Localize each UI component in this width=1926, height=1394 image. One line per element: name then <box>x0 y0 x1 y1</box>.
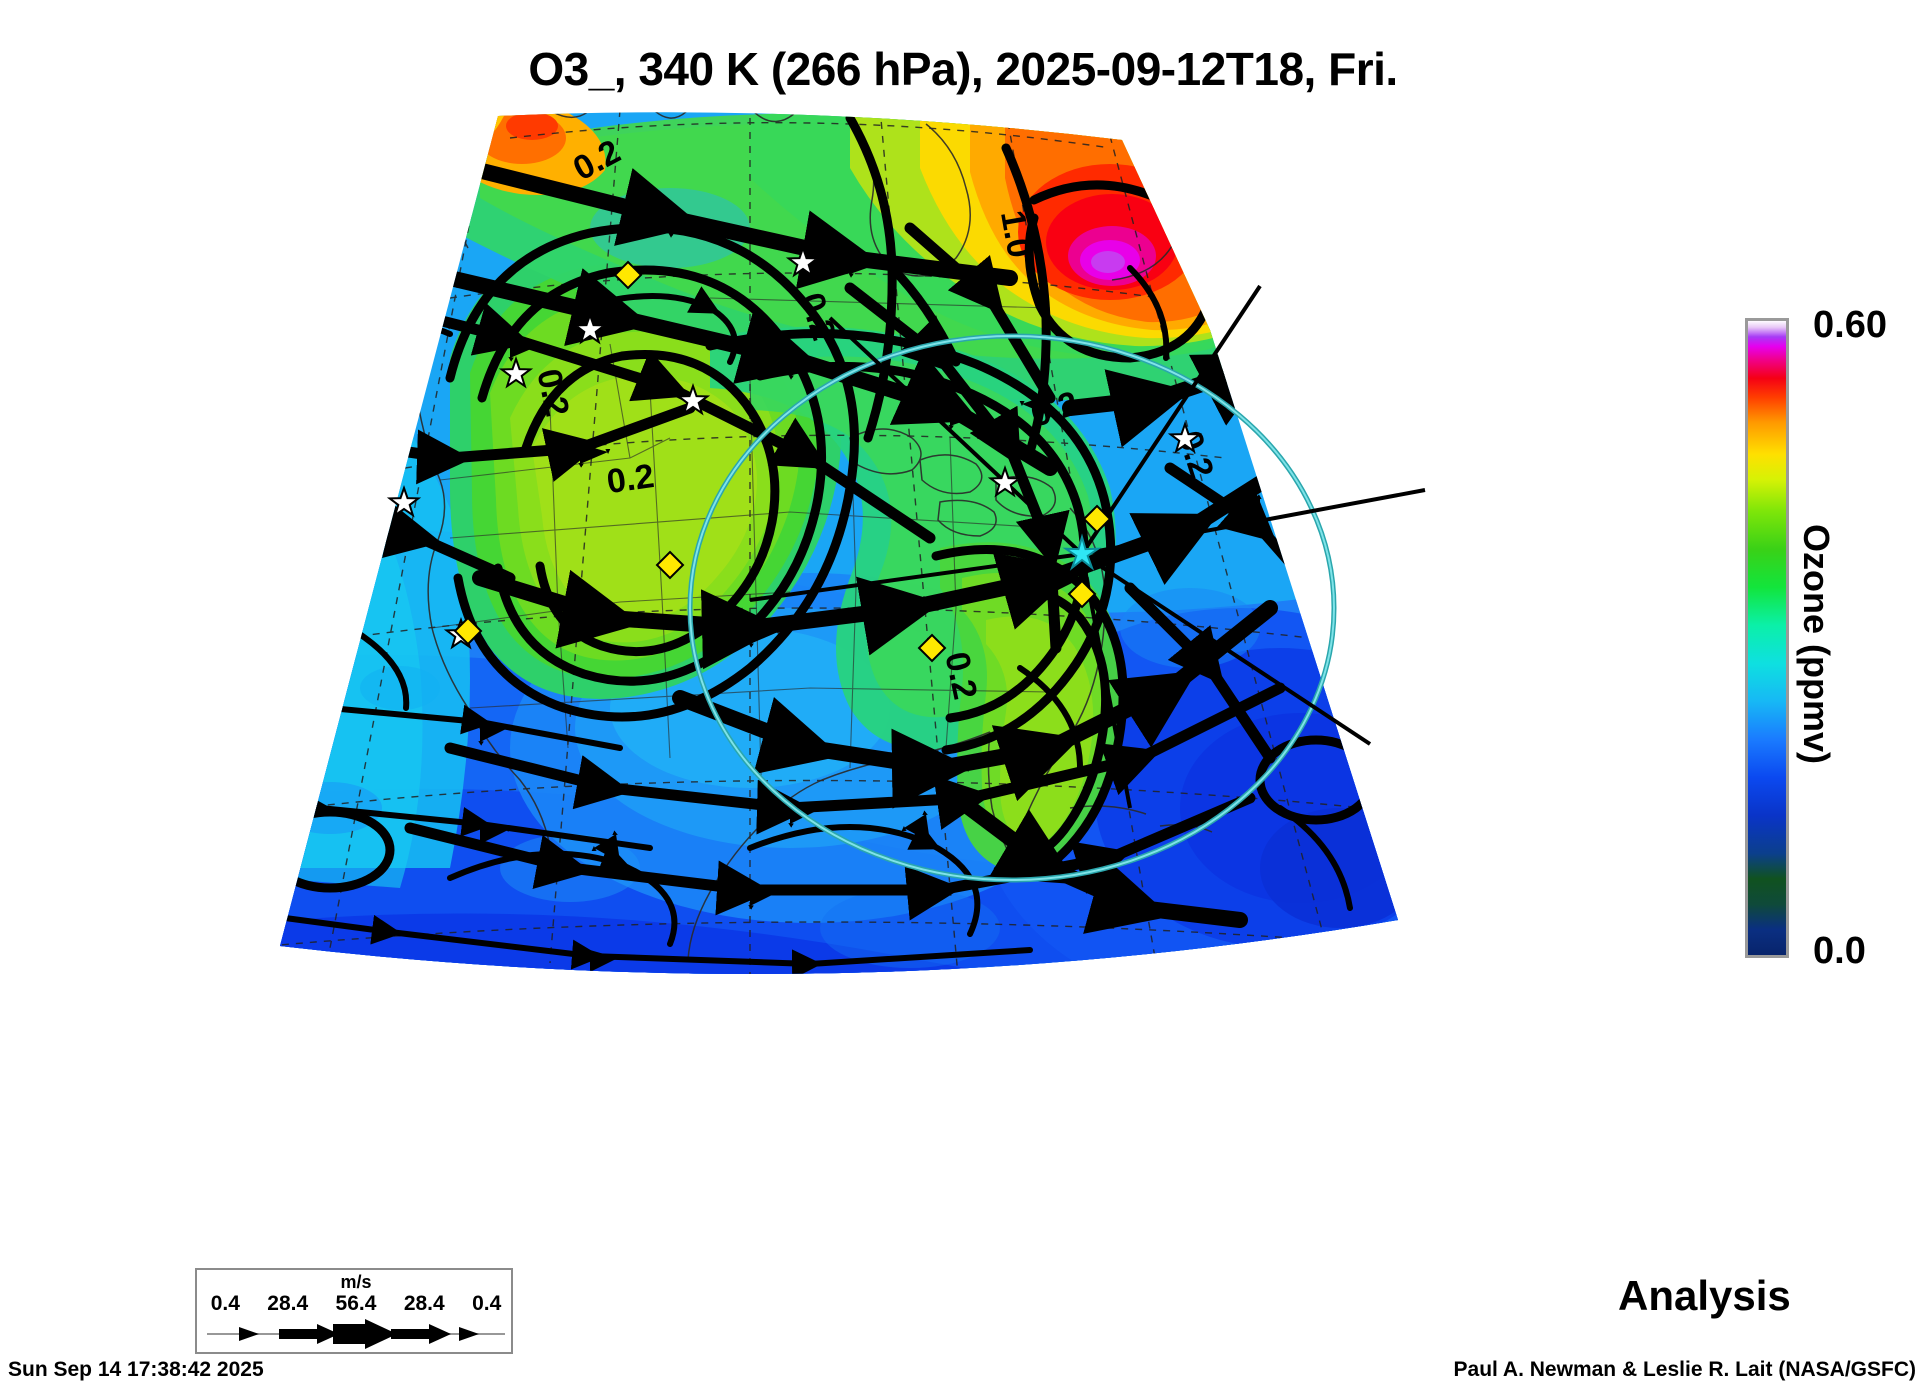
station-diamond-marker[interactable] <box>655 550 685 580</box>
map-panel[interactable]: 0.2 0.2 0.2 1.0 0.2 0.2 0.2 0.2 <box>150 108 1440 1108</box>
author-credit: Paul A. Newman & Leslie R. Lait (NASA/GS… <box>1453 1358 1916 1381</box>
analysis-label: Analysis <box>1618 1272 1791 1319</box>
site-star-marker[interactable] <box>386 484 422 518</box>
flight-range-circle-inner <box>689 335 1335 881</box>
site-star-marker[interactable] <box>1167 420 1203 454</box>
wind-tick-0: 0.4 <box>210 1292 240 1315</box>
colorbar-max-label: 0.60 <box>1813 304 1887 346</box>
wind-tick-2: 56.4 <box>335 1292 377 1315</box>
colorbar-gradient <box>1748 321 1786 955</box>
station-diamond-marker[interactable] <box>917 633 947 663</box>
wind-legend-unit: m/s <box>340 1272 372 1292</box>
generation-timestamp: Sun Sep 14 17:38:42 2025 <box>8 1358 264 1381</box>
site-star-marker[interactable] <box>987 464 1023 498</box>
site-star-marker[interactable] <box>572 311 608 345</box>
wind-legend-ticks: 0.4 28.4 56.4 28.4 0.4 <box>197 1292 515 1316</box>
site-star-marker[interactable] <box>785 244 821 278</box>
flight-base-hub-marker[interactable] <box>1062 533 1102 571</box>
wind-tick-1: 28.4 <box>267 1292 309 1315</box>
wind-speed-legend: m/s 0.4 28.4 56.4 28.4 0.4 <box>195 1268 513 1354</box>
contour-label: 1.0 <box>993 208 1039 261</box>
station-diamond-marker[interactable] <box>1082 504 1112 534</box>
wind-tick-3: 28.4 <box>403 1292 445 1315</box>
wind-legend-arrows <box>207 1319 505 1349</box>
wind-tick-4: 0.4 <box>472 1292 502 1315</box>
flight-range-overlay[interactable] <box>687 284 1426 883</box>
colorbar-panel: 0.60 0.0 Ozone (ppmv) <box>1745 304 1925 978</box>
colorbar-axis-label: Ozone (ppmv) <box>1796 524 1837 764</box>
site-star-marker[interactable] <box>498 355 534 389</box>
colorbar-min-label: 0.0 <box>1813 930 1866 972</box>
station-diamond-marker[interactable] <box>1067 579 1097 609</box>
station-diamond-marker[interactable] <box>453 616 483 646</box>
page-title: O3_, 340 K (266 hPa), 2025-09-12T18, Fri… <box>528 43 1398 95</box>
site-star-marker[interactable] <box>675 382 711 416</box>
contour-label: 0.2 <box>604 457 656 501</box>
ozone-map[interactable]: 0.20.20.21.00.20.20.20.2 <box>150 108 1440 1108</box>
colorbar-frame <box>1745 318 1789 958</box>
flight-radials[interactable] <box>749 284 1426 809</box>
station-diamond-marker[interactable] <box>613 260 643 290</box>
marker-group[interactable] <box>386 244 1203 663</box>
